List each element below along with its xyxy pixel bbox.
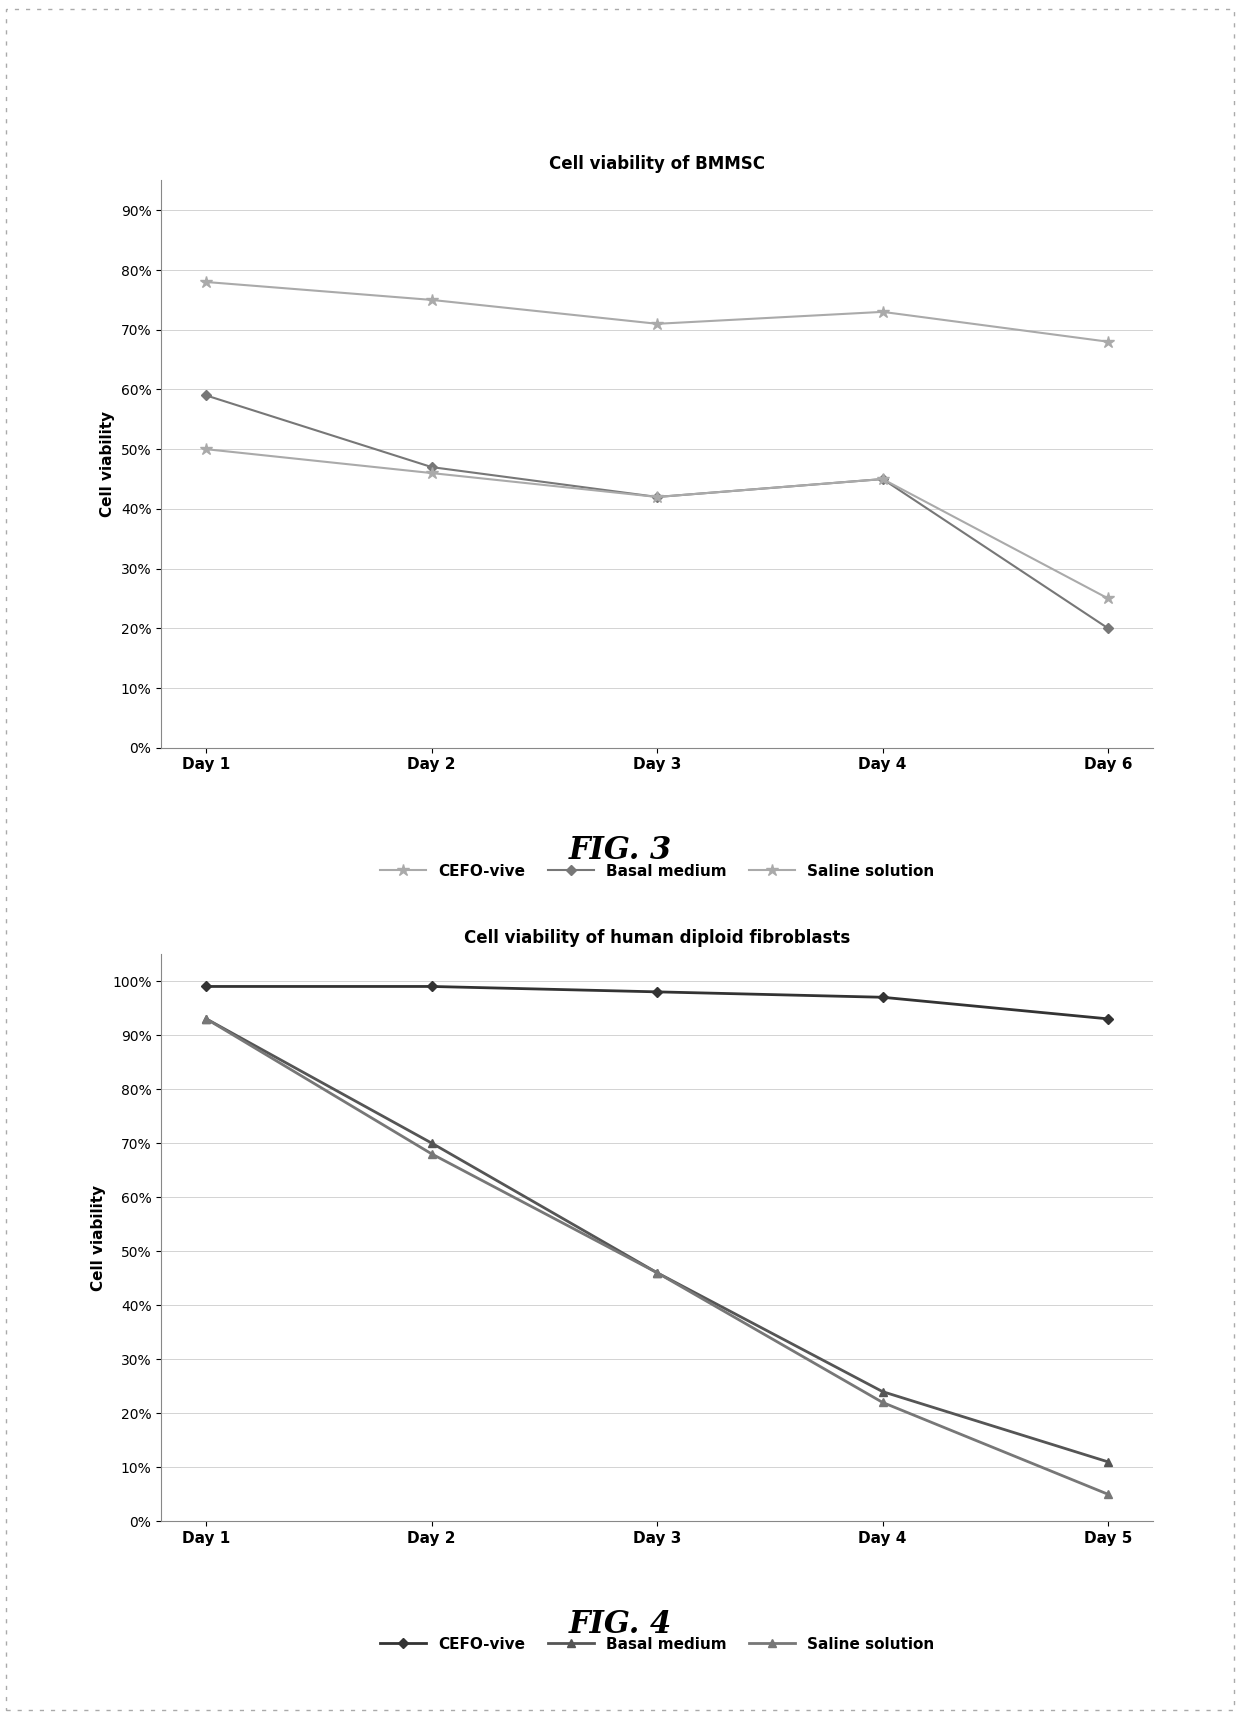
Line: CEFO-vive: CEFO-vive [203, 983, 1111, 1023]
Basal medium [424, 457, 439, 478]
Saline solution [875, 469, 890, 490]
Title: Cell viability of human diploid fibroblasts: Cell viability of human diploid fibrobla… [464, 928, 851, 947]
CEFO-vive [875, 987, 890, 1007]
Basal medium [875, 469, 890, 490]
Saline solution [198, 438, 213, 459]
Text: FIG. 3: FIG. 3 [568, 835, 672, 866]
Saline solution [424, 1143, 439, 1164]
CEFO-vive [650, 313, 665, 333]
Basal medium [1101, 1451, 1116, 1471]
CEFO-vive [650, 982, 665, 1002]
Saline solution [1101, 588, 1116, 609]
Line: Basal medium: Basal medium [202, 1014, 1112, 1466]
Line: Basal medium: Basal medium [203, 392, 1111, 633]
Line: Saline solution: Saline solution [200, 444, 1115, 605]
Saline solution [1101, 1483, 1116, 1504]
CEFO-vive [198, 272, 213, 292]
Y-axis label: Cell viability: Cell viability [92, 1184, 107, 1291]
Text: FIG. 4: FIG. 4 [568, 1609, 672, 1640]
Saline solution [875, 1392, 890, 1413]
Saline solution [650, 1262, 665, 1282]
Saline solution [650, 486, 665, 507]
Saline solution [424, 462, 439, 483]
Basal medium [875, 1382, 890, 1403]
Y-axis label: Cell viability: Cell viability [100, 411, 115, 517]
Legend: CEFO-vive, Basal medium, Saline solution: CEFO-vive, Basal medium, Saline solution [373, 858, 941, 885]
CEFO-vive [875, 301, 890, 321]
Saline solution [198, 1009, 213, 1030]
CEFO-vive [198, 976, 213, 997]
CEFO-vive [1101, 1009, 1116, 1030]
Basal medium [198, 1009, 213, 1030]
CEFO-vive [424, 976, 439, 997]
Line: CEFO-vive: CEFO-vive [200, 275, 1115, 347]
Title: Cell viability of BMMSC: Cell viability of BMMSC [549, 155, 765, 174]
Line: Saline solution: Saline solution [202, 1014, 1112, 1499]
Legend: CEFO-vive, Basal medium, Saline solution: CEFO-vive, Basal medium, Saline solution [373, 1631, 941, 1659]
Basal medium [650, 1262, 665, 1282]
Basal medium [650, 486, 665, 507]
Basal medium [1101, 619, 1116, 639]
Basal medium [198, 385, 213, 406]
CEFO-vive [424, 289, 439, 309]
Basal medium [424, 1133, 439, 1153]
CEFO-vive [1101, 332, 1116, 352]
